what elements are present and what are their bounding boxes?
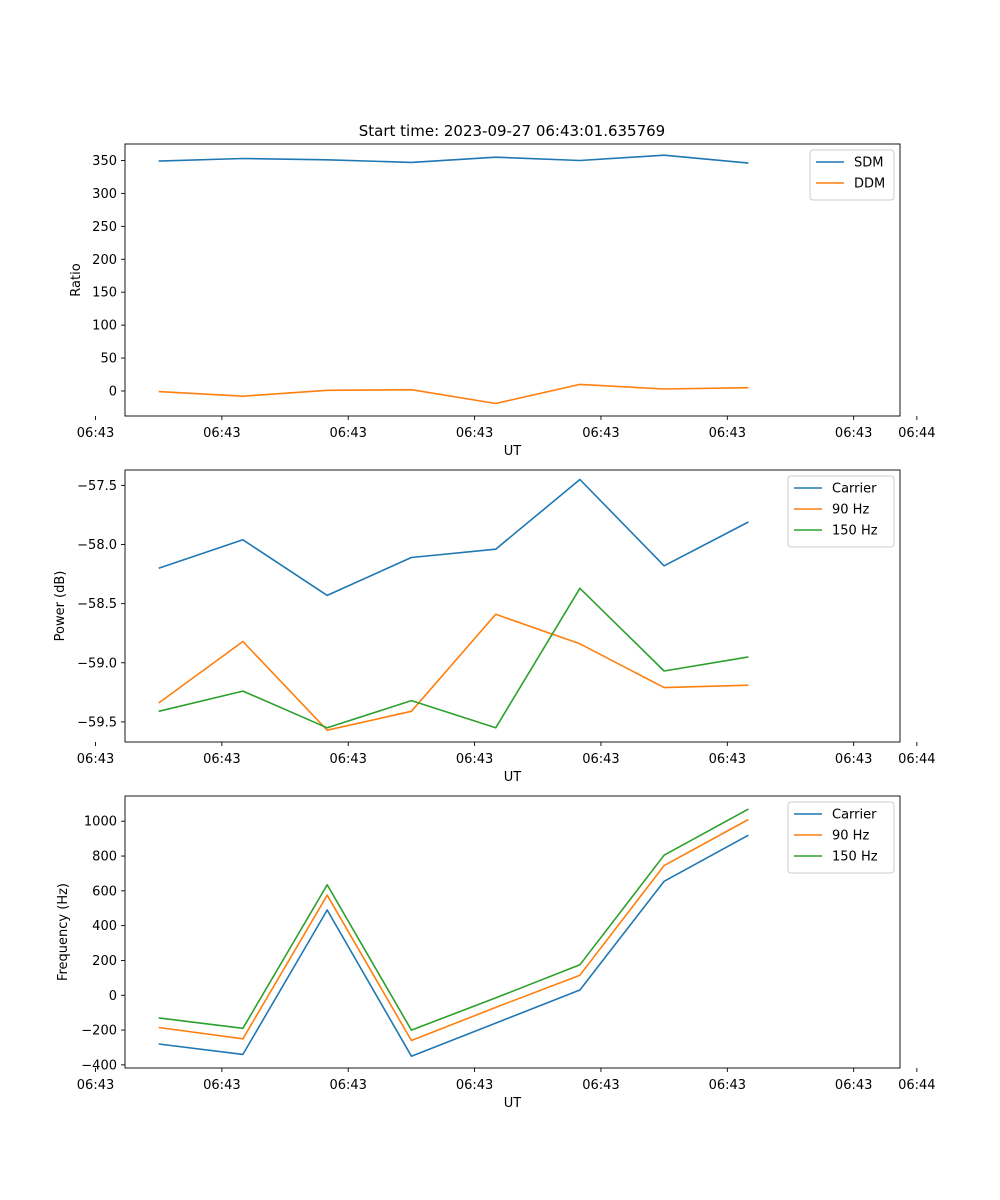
panel-3: 06:43 06:43 06:43 06:43 06:43 06:43 06:43 06:44…: [56, 795, 936, 1111]
y-tick-label: 300: [92, 187, 117, 202]
panel-2: 06:43 06:43 06:43 06:43 06:43 06:43 06:43 06:44…: [53, 469, 936, 785]
series-line-carrier: [158, 478, 749, 597]
x-tick-label: 06:43: [203, 752, 240, 767]
legend-label: 90 Hz: [832, 503, 869, 518]
y-axis-label: Ratio: [69, 263, 84, 296]
series-line-150-hz: [158, 808, 749, 1031]
legend: SDM DDM: [809, 149, 895, 201]
axes-frame: [124, 143, 901, 417]
x-axis-label: UT: [504, 444, 522, 459]
x-tick-label: 06:43: [203, 426, 240, 441]
x-tick-label: 06:43: [77, 426, 114, 441]
x-tick-label: 06:43: [709, 426, 746, 441]
y-tick-label: 200: [92, 954, 117, 969]
y-tick-label: −58.5: [77, 597, 117, 612]
x-tick-label: 06:43: [582, 426, 619, 441]
legend-label: 150 Hz: [832, 850, 878, 865]
series-line-sdm: [158, 154, 749, 164]
y-tick-label: 1000: [84, 815, 117, 830]
panel-1: 06:43 06:43 06:43 06:43 06:43 06:43 06:43 06:44…: [69, 143, 936, 459]
y-tick-label: 0: [109, 989, 117, 1004]
y-tick-label: 200: [92, 253, 117, 268]
x-tick-label: 06:43: [582, 1078, 619, 1093]
y-tick-label: 250: [92, 220, 117, 235]
series-line-carrier: [158, 834, 749, 1057]
series-line-150-hz: [158, 587, 749, 729]
y-tick-label: 400: [92, 919, 117, 934]
legend-label: DDM: [854, 177, 885, 192]
figure-title: Start time: 2023-09-27 06:43:01.635769: [359, 122, 665, 140]
x-tick-label: 06:43: [835, 426, 872, 441]
legend-label: Carrier: [832, 808, 877, 823]
x-tick-label: 06:43: [835, 1078, 872, 1093]
x-tick-label: 06:43: [835, 752, 872, 767]
panels: 06:43 06:43 06:43 06:43 06:43 06:43 06:43 06:44…: [53, 143, 936, 1111]
x-tick-label: 06:43: [456, 426, 493, 441]
x-tick-label: 06:43: [456, 752, 493, 767]
x-tick-label: 06:43: [329, 1078, 366, 1093]
y-tick-label: 350: [92, 154, 117, 169]
x-axis-label: UT: [504, 1096, 522, 1111]
legend: Carrier 90 Hz 150 Hz: [787, 475, 895, 548]
series-line-ddm: [158, 383, 749, 405]
x-tick-label: 06:44: [898, 426, 935, 441]
series-line-90-hz: [158, 818, 749, 1042]
y-tick-label: 0: [109, 384, 117, 399]
y-tick-label: 100: [92, 319, 117, 334]
x-tick-label: 06:43: [582, 752, 619, 767]
x-tick-label: 06:43: [203, 1078, 240, 1093]
legend-label: 150 Hz: [832, 524, 878, 539]
x-tick-label: 06:43: [77, 752, 114, 767]
x-tick-label: 06:43: [77, 1078, 114, 1093]
x-tick-label: 06:43: [456, 1078, 493, 1093]
axes-frame: [124, 795, 901, 1069]
y-tick-label: −59.0: [77, 656, 117, 671]
axes-frame: [124, 469, 901, 743]
y-axis-label: Power (dB): [53, 571, 68, 642]
y-tick-label: −200: [81, 1024, 117, 1039]
y-tick-label: 150: [92, 286, 117, 301]
y-tick-label: 800: [92, 850, 117, 865]
y-tick-label: 50: [100, 352, 117, 367]
y-tick-label: −59.5: [77, 715, 117, 730]
y-tick-label: 600: [92, 884, 117, 899]
x-axis-label: UT: [504, 770, 522, 785]
legend-label: Carrier: [832, 482, 877, 497]
y-axis-label: Frequency (Hz): [56, 883, 71, 981]
x-tick-label: 06:44: [898, 752, 935, 767]
x-tick-label: 06:43: [709, 752, 746, 767]
legend-label: SDM: [854, 156, 883, 171]
y-tick-label: −58.0: [77, 538, 117, 553]
y-tick-label: −57.5: [77, 479, 117, 494]
x-tick-label: 06:44: [898, 1078, 935, 1093]
x-tick-label: 06:43: [709, 1078, 746, 1093]
x-tick-label: 06:43: [329, 752, 366, 767]
legend-label: 90 Hz: [832, 829, 869, 844]
legend: Carrier 90 Hz 150 Hz: [787, 801, 895, 874]
series-line-90-hz: [158, 613, 749, 732]
y-tick-label: −400: [81, 1058, 117, 1073]
x-tick-label: 06:43: [329, 426, 366, 441]
